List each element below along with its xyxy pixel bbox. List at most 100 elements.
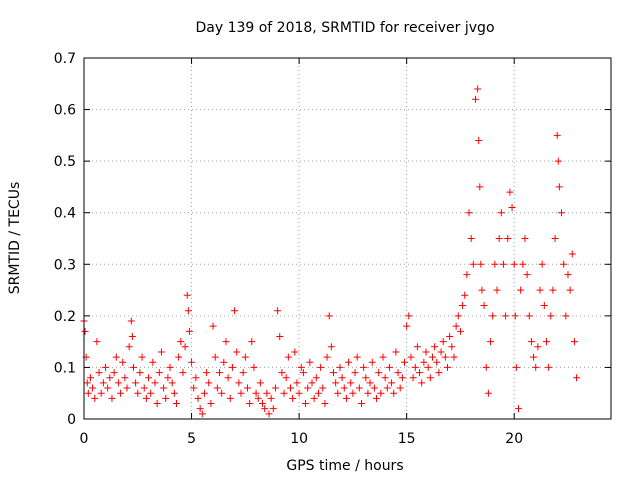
data-point bbox=[271, 384, 279, 392]
data-point bbox=[142, 394, 150, 402]
y-tick-label: 0.7 bbox=[54, 51, 76, 67]
data-point bbox=[480, 302, 488, 310]
data-point bbox=[194, 394, 202, 402]
data-point bbox=[330, 369, 338, 377]
data-point bbox=[314, 389, 322, 397]
data-point bbox=[248, 338, 256, 346]
data-point bbox=[373, 394, 381, 402]
grid-lines bbox=[84, 58, 611, 419]
data-point bbox=[441, 353, 449, 361]
data-point bbox=[342, 394, 350, 402]
data-point bbox=[515, 405, 523, 413]
data-point bbox=[183, 291, 191, 299]
data-point bbox=[308, 379, 316, 387]
data-point bbox=[357, 400, 365, 408]
data-point bbox=[469, 260, 477, 268]
data-point bbox=[172, 400, 180, 408]
data-point bbox=[471, 95, 479, 103]
plot-frame bbox=[83, 57, 612, 420]
data-point bbox=[317, 363, 325, 371]
y-tick-label: 0.1 bbox=[54, 360, 76, 376]
data-point bbox=[149, 358, 157, 366]
data-point bbox=[491, 260, 499, 268]
y-tick-label: 0.4 bbox=[54, 206, 76, 222]
data-point bbox=[198, 410, 206, 418]
x-tick-label: 5 bbox=[187, 431, 196, 447]
data-point bbox=[179, 369, 187, 377]
y-tick-label: 0.5 bbox=[54, 154, 76, 170]
data-point bbox=[474, 85, 482, 93]
data-point bbox=[364, 389, 372, 397]
data-point bbox=[497, 209, 505, 217]
data-point bbox=[573, 374, 581, 382]
data-point bbox=[555, 183, 563, 191]
data-point bbox=[218, 389, 226, 397]
data-point bbox=[224, 374, 232, 382]
data-point bbox=[465, 209, 473, 217]
y-tick-labels: 0 0.1 0.2 0.3 0.4 0.5 0.6 0.7 bbox=[54, 51, 76, 428]
data-point bbox=[525, 312, 533, 320]
data-point bbox=[332, 379, 340, 387]
x-tick-label: 15 bbox=[398, 431, 416, 447]
data-point bbox=[536, 286, 544, 294]
data-point bbox=[484, 389, 492, 397]
data-point bbox=[375, 369, 383, 377]
data-point bbox=[256, 379, 264, 387]
data-point bbox=[129, 363, 137, 371]
data-point bbox=[381, 374, 389, 382]
data-point bbox=[452, 322, 460, 330]
data-point bbox=[549, 286, 557, 294]
data-point bbox=[383, 384, 391, 392]
data-point bbox=[540, 302, 548, 310]
data-point bbox=[418, 379, 426, 387]
data-point bbox=[351, 369, 359, 377]
data-point bbox=[390, 389, 398, 397]
data-point bbox=[366, 379, 374, 387]
data-point bbox=[355, 384, 363, 392]
data-point bbox=[200, 389, 208, 397]
data-point bbox=[153, 400, 161, 408]
data-point bbox=[334, 389, 342, 397]
data-point bbox=[269, 405, 277, 413]
data-point bbox=[446, 332, 454, 340]
data-point bbox=[246, 400, 254, 408]
y-tick-label: 0 bbox=[67, 412, 76, 428]
data-point bbox=[121, 374, 129, 382]
data-point bbox=[426, 374, 434, 382]
y-tick-label: 0.6 bbox=[54, 103, 76, 119]
data-point bbox=[504, 235, 512, 242]
data-point bbox=[435, 369, 443, 377]
data-point bbox=[368, 358, 376, 366]
data-point bbox=[166, 363, 174, 371]
data-point bbox=[84, 389, 92, 397]
data-point bbox=[108, 394, 116, 402]
data-point bbox=[345, 358, 353, 366]
data-point bbox=[558, 209, 566, 217]
data-point bbox=[147, 389, 155, 397]
data-point bbox=[487, 338, 495, 346]
data-point bbox=[128, 332, 136, 340]
data-point bbox=[547, 312, 555, 320]
data-point bbox=[570, 338, 578, 346]
data-point bbox=[211, 353, 219, 361]
data-point bbox=[127, 317, 135, 325]
data-point bbox=[259, 400, 267, 408]
data-point bbox=[276, 332, 284, 340]
data-point bbox=[521, 235, 529, 242]
data-point bbox=[411, 363, 419, 371]
data-point bbox=[319, 384, 327, 392]
data-point bbox=[353, 353, 361, 361]
data-point bbox=[564, 271, 572, 279]
data-point bbox=[114, 379, 122, 387]
data-point bbox=[196, 405, 204, 413]
data-point bbox=[420, 358, 428, 366]
data-point bbox=[235, 379, 243, 387]
data-point bbox=[274, 307, 282, 315]
data-point bbox=[347, 379, 355, 387]
data-point bbox=[431, 343, 439, 351]
data-point bbox=[495, 235, 503, 242]
data-point bbox=[519, 260, 527, 268]
data-point bbox=[138, 353, 146, 361]
data-point bbox=[545, 363, 553, 371]
data-point bbox=[286, 384, 294, 392]
